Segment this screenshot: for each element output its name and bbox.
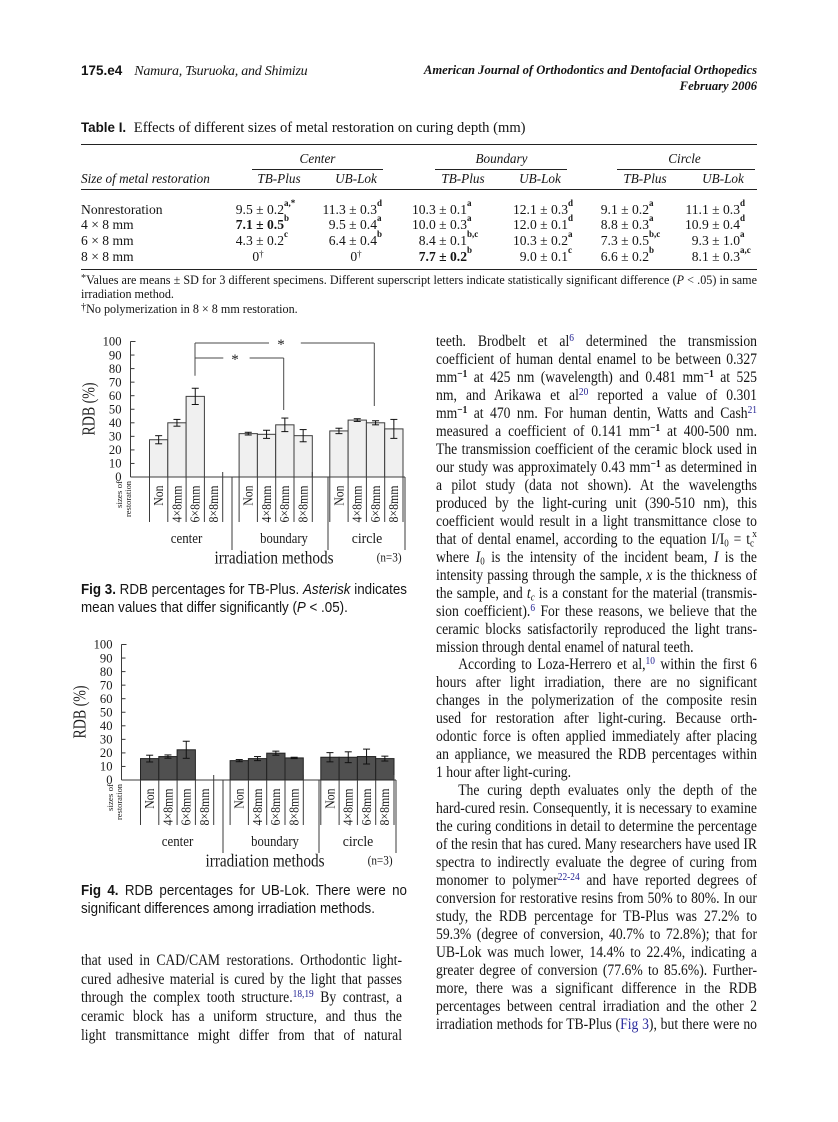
svg-text:8×8mm: 8×8mm bbox=[296, 485, 311, 522]
svg-text:8×8mm: 8×8mm bbox=[198, 788, 213, 825]
svg-text:100: 100 bbox=[103, 335, 122, 349]
svg-text:(n=3): (n=3) bbox=[368, 853, 393, 867]
svg-text:0: 0 bbox=[115, 470, 121, 484]
svg-text:boundary: boundary bbox=[251, 834, 299, 850]
svg-text:boundary: boundary bbox=[260, 531, 308, 547]
svg-text:4×8mm: 4×8mm bbox=[351, 485, 366, 522]
svg-text:50: 50 bbox=[100, 705, 113, 719]
svg-text:40: 40 bbox=[109, 416, 122, 430]
svg-text:center: center bbox=[162, 834, 194, 850]
svg-text:10: 10 bbox=[109, 457, 122, 471]
svg-text:30: 30 bbox=[109, 430, 122, 444]
svg-text:10: 10 bbox=[100, 759, 113, 773]
svg-text:irradiation methods: irradiation methods bbox=[206, 850, 325, 870]
svg-text:RDB (%): RDB (%) bbox=[79, 382, 99, 435]
svg-text:90: 90 bbox=[109, 348, 122, 362]
svg-text:(n=3): (n=3) bbox=[377, 551, 402, 565]
svg-text:Non: Non bbox=[332, 486, 347, 506]
svg-text:6×8mm: 6×8mm bbox=[278, 485, 293, 522]
svg-text:20: 20 bbox=[100, 746, 113, 760]
svg-text:6×8mm: 6×8mm bbox=[180, 788, 195, 825]
svg-text:*: * bbox=[277, 337, 285, 353]
svg-text:restoration: restoration bbox=[114, 783, 124, 820]
svg-text:60: 60 bbox=[100, 691, 113, 705]
svg-text:4×8mm: 4×8mm bbox=[170, 485, 185, 522]
svg-text:center: center bbox=[171, 531, 203, 547]
svg-text:6×8mm: 6×8mm bbox=[369, 485, 384, 522]
svg-text:restoration: restoration bbox=[123, 480, 133, 517]
svg-text:4×8mm: 4×8mm bbox=[161, 788, 176, 825]
svg-text:60: 60 bbox=[109, 389, 122, 403]
svg-text:8×8mm: 8×8mm bbox=[287, 788, 302, 825]
svg-text:irradiation methods: irradiation methods bbox=[215, 548, 334, 568]
svg-text:100: 100 bbox=[94, 637, 113, 651]
svg-text:70: 70 bbox=[100, 678, 113, 692]
svg-text:*: * bbox=[231, 352, 239, 368]
svg-text:70: 70 bbox=[109, 375, 122, 389]
svg-text:4×8mm: 4×8mm bbox=[251, 788, 266, 825]
svg-text:Non: Non bbox=[152, 486, 167, 506]
svg-text:80: 80 bbox=[100, 664, 113, 678]
svg-text:6×8mm: 6×8mm bbox=[269, 788, 284, 825]
svg-text:6×8mm: 6×8mm bbox=[360, 788, 375, 825]
svg-text:0: 0 bbox=[106, 773, 112, 787]
svg-text:4×8mm: 4×8mm bbox=[260, 485, 275, 522]
svg-text:80: 80 bbox=[109, 362, 122, 376]
svg-text:Non: Non bbox=[233, 788, 248, 808]
svg-text:40: 40 bbox=[100, 719, 113, 733]
svg-text:Non: Non bbox=[323, 788, 338, 808]
svg-text:8×8mm: 8×8mm bbox=[387, 485, 402, 522]
svg-text:8×8mm: 8×8mm bbox=[378, 788, 393, 825]
svg-text:sizes of: sizes of bbox=[105, 783, 115, 810]
svg-text:30: 30 bbox=[100, 732, 113, 746]
svg-text:4×8mm: 4×8mm bbox=[342, 788, 357, 825]
svg-text:50: 50 bbox=[109, 402, 122, 416]
svg-text:circle: circle bbox=[352, 531, 383, 547]
svg-text:8×8mm: 8×8mm bbox=[207, 485, 222, 522]
svg-text:90: 90 bbox=[100, 651, 113, 665]
svg-text:sizes of: sizes of bbox=[114, 481, 124, 508]
svg-text:RDB (%): RDB (%) bbox=[70, 685, 90, 738]
svg-text:6×8mm: 6×8mm bbox=[189, 485, 204, 522]
svg-text:Non: Non bbox=[242, 486, 257, 506]
svg-text:circle: circle bbox=[343, 834, 374, 850]
svg-text:Non: Non bbox=[143, 788, 158, 808]
svg-text:20: 20 bbox=[109, 443, 122, 457]
